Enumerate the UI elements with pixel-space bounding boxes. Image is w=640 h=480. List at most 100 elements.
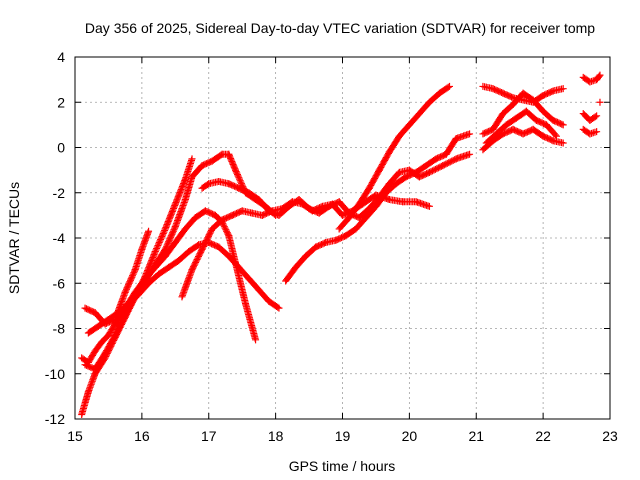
data-point <box>232 168 240 176</box>
data-point <box>152 246 160 254</box>
data-point <box>446 158 454 166</box>
series-4 <box>84 239 283 337</box>
data-point <box>167 232 175 240</box>
data-point <box>425 168 433 176</box>
data-point <box>188 155 196 163</box>
y-tick-label: -4 <box>53 230 66 246</box>
series-13 <box>579 71 604 86</box>
series-14 <box>579 110 601 124</box>
data-point <box>236 177 244 185</box>
data-point <box>154 242 162 250</box>
data-point <box>160 228 168 236</box>
data-point <box>234 172 242 180</box>
data-point <box>466 150 474 158</box>
data-point <box>232 166 239 174</box>
x-tick-labels: 15 16 17 18 19 20 21 22 23 <box>67 428 618 444</box>
data-point <box>445 159 453 167</box>
data-point <box>125 279 133 287</box>
y-tick-label: -8 <box>53 321 66 337</box>
data-point <box>446 82 453 90</box>
y-tick-label: 2 <box>57 94 65 110</box>
data-point <box>593 128 601 136</box>
data-point <box>171 224 179 232</box>
series-1 <box>78 207 260 366</box>
data-point <box>439 162 447 170</box>
data-point <box>220 221 228 229</box>
data-point <box>425 202 433 210</box>
data-point <box>155 239 163 247</box>
data-point <box>235 174 243 182</box>
data-point <box>169 229 177 237</box>
data-point <box>170 226 178 234</box>
series-15 <box>579 125 601 138</box>
data-point <box>159 231 167 239</box>
x-axis-label: GPS time / hours <box>289 458 396 474</box>
data-point <box>223 227 231 235</box>
data-point <box>125 281 132 289</box>
data-point <box>223 229 231 237</box>
data-point <box>559 121 567 129</box>
y-tick-label: -6 <box>53 275 66 291</box>
x-tick-label: 16 <box>134 428 150 444</box>
data-point <box>440 161 448 169</box>
data-point <box>163 241 171 249</box>
data-point <box>443 159 451 167</box>
data-point <box>551 131 559 139</box>
data-point <box>127 275 135 283</box>
data-point <box>591 113 599 121</box>
data-point <box>123 284 131 292</box>
data-point <box>593 112 601 120</box>
data-point <box>129 270 137 278</box>
x-tick-label: 23 <box>602 428 618 444</box>
data-point <box>596 98 604 106</box>
data-point <box>203 181 211 189</box>
data-point <box>158 232 166 240</box>
data-point <box>157 234 165 242</box>
data-point <box>165 236 173 244</box>
series-16 <box>596 98 604 106</box>
chart-title: Day 356 of 2025, Sidereal Day-to-day VTE… <box>85 20 595 36</box>
data-point <box>442 160 450 168</box>
data-point <box>165 238 173 246</box>
data-marks <box>78 71 604 418</box>
x-tick-label: 21 <box>468 428 484 444</box>
data-point <box>126 278 134 286</box>
data-point <box>237 178 245 186</box>
y-axis-label: SDTVAR / TECUs <box>6 182 22 294</box>
data-point <box>448 157 456 165</box>
data-point <box>169 227 177 235</box>
data-point <box>231 165 239 173</box>
data-point <box>222 226 230 234</box>
data-point <box>427 168 435 176</box>
y-tick-label: 4 <box>57 49 65 65</box>
y-tick-label: 0 <box>57 140 65 156</box>
data-point <box>161 245 169 253</box>
data-point <box>428 167 436 175</box>
data-point <box>224 230 232 238</box>
data-point <box>167 233 175 241</box>
data-point <box>162 244 170 252</box>
data-point <box>164 239 172 247</box>
data-point <box>220 223 228 231</box>
data-point <box>434 164 442 172</box>
data-point <box>156 237 164 245</box>
series-7 <box>282 130 474 285</box>
data-point <box>548 136 556 144</box>
x-tick-label: 22 <box>535 428 551 444</box>
data-point <box>433 165 441 173</box>
data-point <box>559 139 567 147</box>
axis-ticks <box>74 56 611 420</box>
data-point <box>236 175 244 183</box>
data-point <box>252 336 260 344</box>
data-point <box>596 71 604 79</box>
data-point <box>121 288 129 296</box>
data-point <box>153 243 161 251</box>
data-point <box>553 132 560 140</box>
data-point <box>122 287 130 295</box>
data-point <box>128 273 136 281</box>
data-point <box>155 240 163 248</box>
data-point <box>151 248 159 256</box>
data-point <box>129 272 137 280</box>
data-point <box>122 285 130 293</box>
